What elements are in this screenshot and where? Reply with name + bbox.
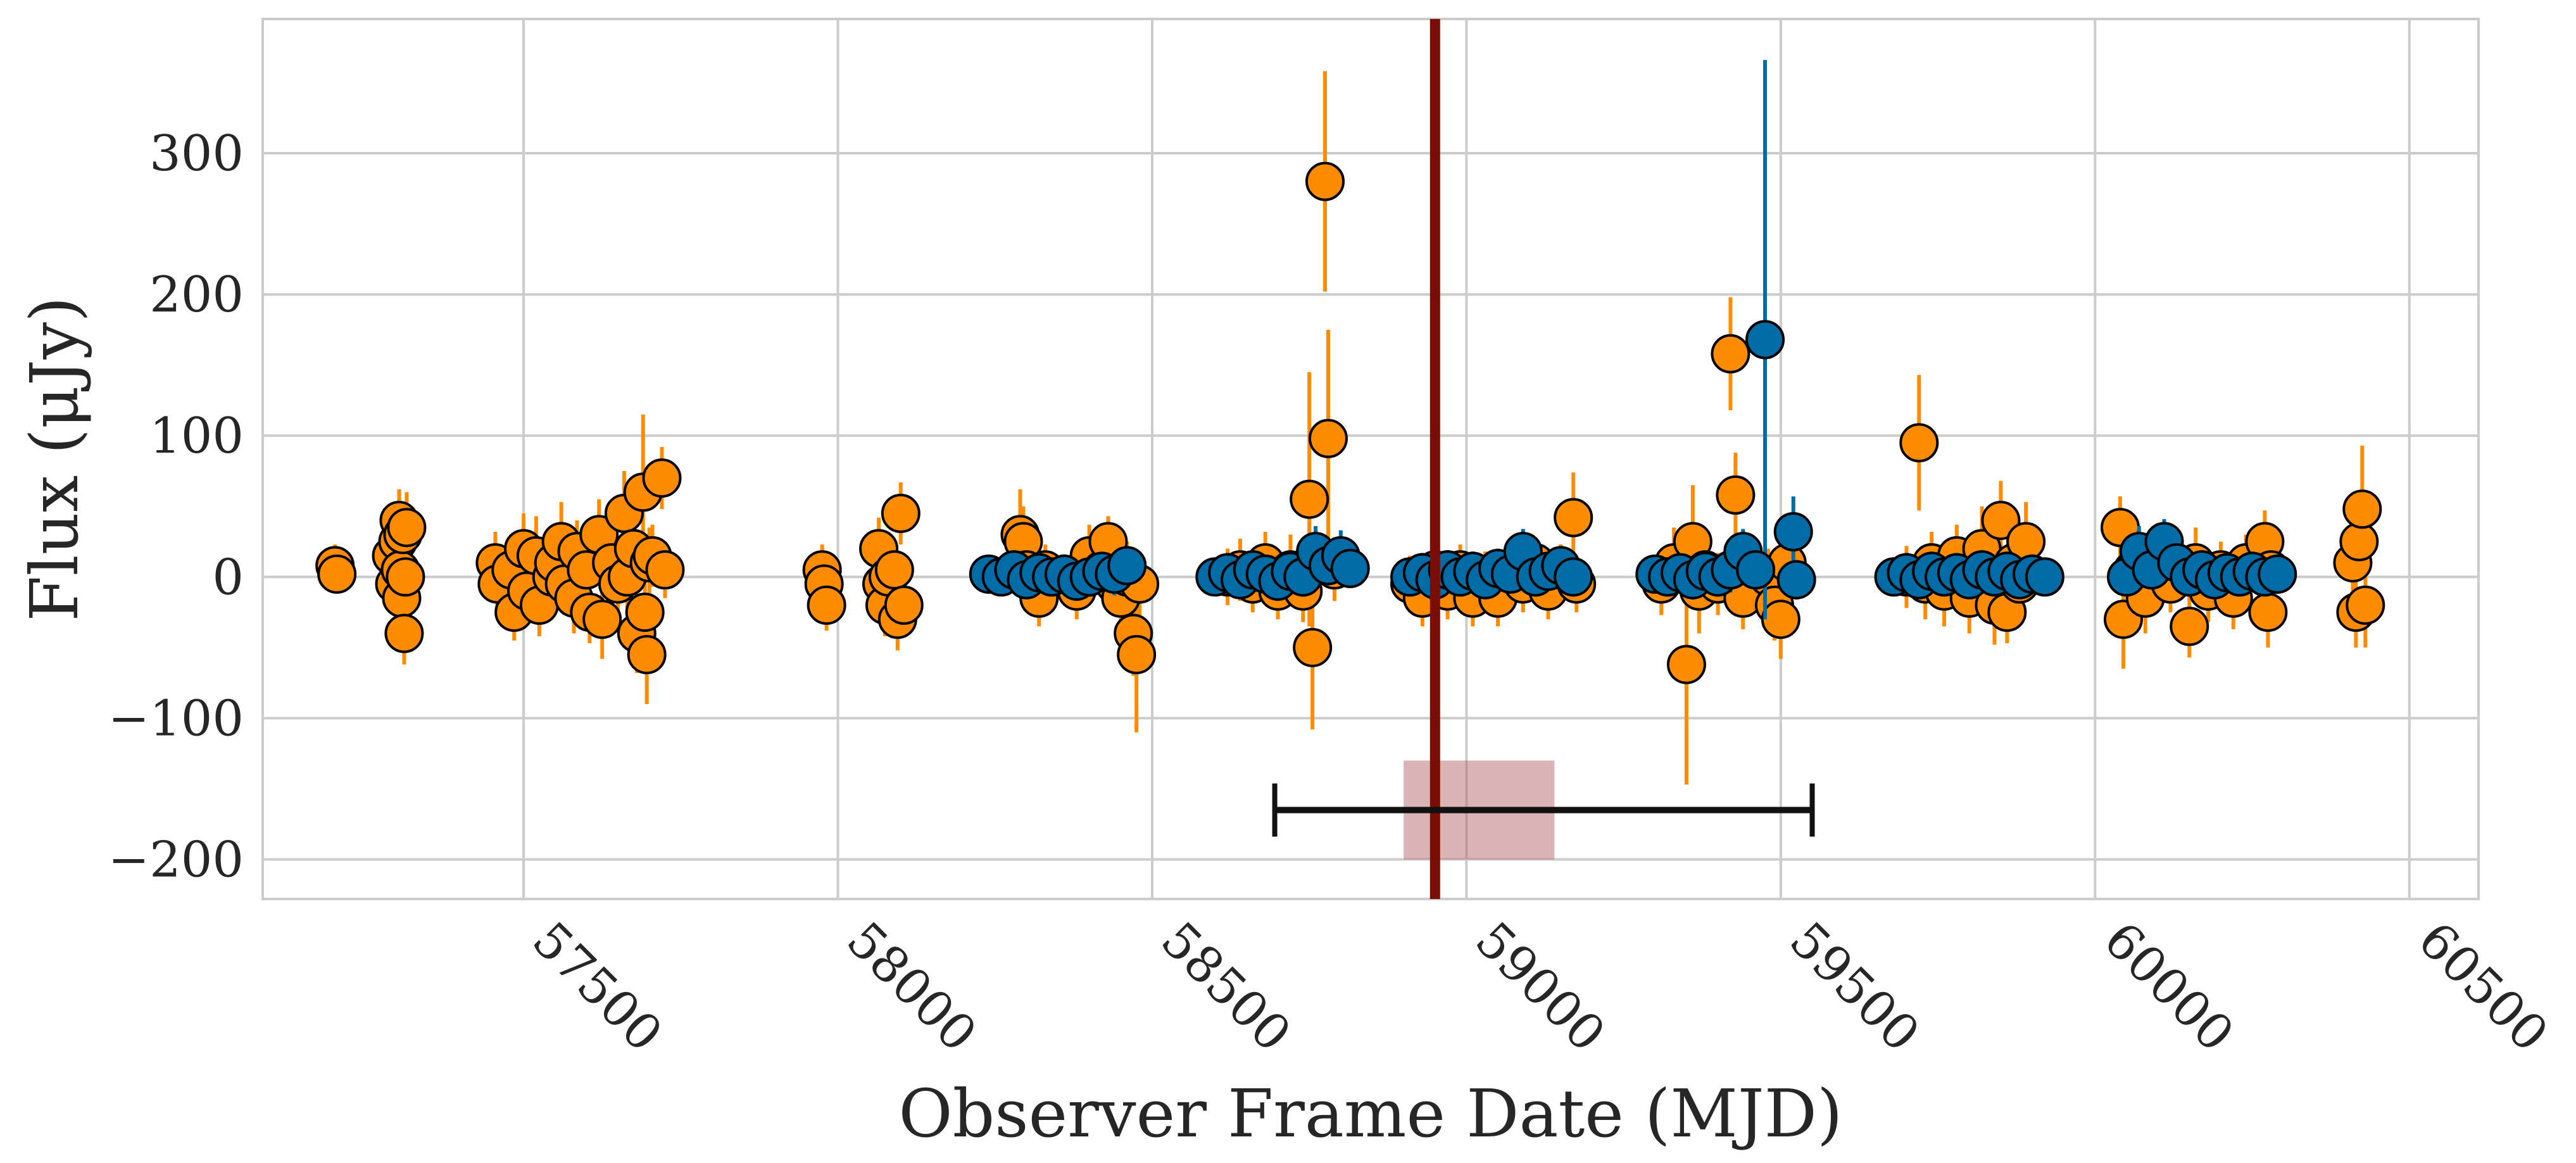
data-point [1308,418,1348,458]
annotation-front-layer [1272,19,1815,899]
data-point [1293,627,1333,667]
y-tick-label: 200 [149,267,244,324]
data-point [1761,600,1800,639]
data-point [874,550,914,590]
y-tick-label: 0 [212,549,244,606]
data-point [1899,423,1939,463]
data-point [1554,498,1593,537]
x-axis-title: Observer Frame Date (MJD) [898,1075,1842,1152]
y-tick-label: −200 [108,832,244,889]
data-point [2339,522,2379,562]
data-point [645,550,685,590]
data-point [884,585,924,625]
data-point [2258,554,2297,594]
data-point [2342,489,2382,529]
data-point [1711,334,1750,374]
data-point [2025,557,2064,597]
data-point [1290,479,1329,519]
plot-frame [261,18,2480,900]
data-point [881,493,920,533]
data-point [2346,585,2385,625]
data-point [386,557,425,597]
data-point [1554,557,1593,597]
data-point [384,613,424,653]
y-tick-label: 300 [149,125,244,182]
data-point [1330,548,1370,588]
data-point [1666,644,1706,684]
data-point [1981,501,2021,541]
data-point [642,458,682,498]
data-point [1773,512,1813,551]
data-point [1117,635,1157,675]
data-point [582,600,622,639]
data-point [1736,550,1776,590]
data-layer [315,60,2385,785]
data-point [1745,320,1785,360]
data-point [625,593,665,632]
data-point [2170,607,2209,646]
y-axis-title: Flux (μJy) [16,296,93,621]
data-point [1716,475,1756,515]
series-blue [969,60,2297,620]
data-point [807,585,846,625]
y-tick-label: −100 [108,690,244,747]
y-tick-labels: −200 −100 0 100 200 300 [108,125,244,889]
data-point [1107,546,1147,586]
data-point [1776,560,1816,600]
data-point [2248,593,2288,632]
data-point [1305,161,1345,201]
data-point [627,635,667,675]
data-point [317,554,357,594]
data-point [387,508,427,548]
y-tick-label: 100 [149,408,244,465]
